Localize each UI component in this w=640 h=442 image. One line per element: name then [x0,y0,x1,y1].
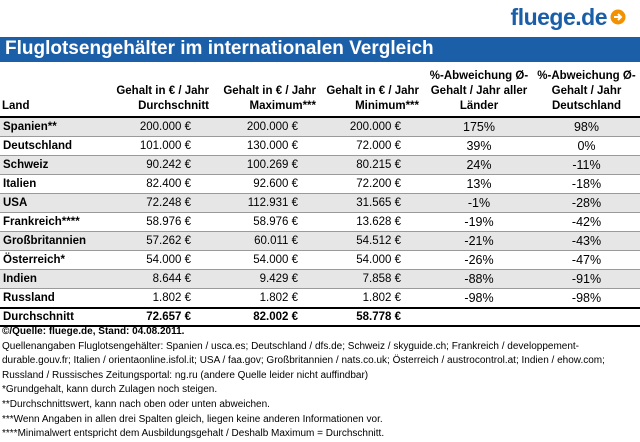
cell: 1.802 € [108,288,215,309]
column-header: Gehalt in € / Jahr Maximum*** [215,64,322,118]
cell: 72.657 € [108,307,215,327]
table-row: Großbritannien 57.262 €60.011 €54.512 € -2… [0,231,640,251]
cell: -11% [533,155,640,175]
title-bar: Fluglotsengehälter im internationalen Ve… [0,37,640,62]
cell: Italien [0,174,108,194]
cell: -91% [533,269,640,289]
cell: 200.000 € [108,117,215,137]
table-row: Frankreich**** 58.976 €58.976 €13.628 € -1… [0,212,640,232]
title: Fluglotsengehälter im internationalen Ve… [5,38,434,59]
table-row: Italien 82.400 €92.600 €72.200 €13% -18% [0,174,640,194]
cell: 58.778 € [322,307,425,327]
cell: -1% [425,193,533,213]
cell: 13% [425,174,533,194]
cell: 1.802 € [215,288,322,309]
cell: 72.000 € [322,136,425,156]
cell: 58.976 € [108,212,215,232]
cell: 90.242 € [108,155,215,175]
cell: 175% [425,117,533,137]
cell: 82.002 € [215,307,322,327]
sources-detail: Quellenangaben Fluglotsengehälter: Spani… [2,340,605,381]
cell: Durchschnitt [0,307,108,327]
cell: 57.262 € [108,231,215,251]
column-header: Gehalt in € / Jahr Durchschnitt [108,64,215,118]
cell: Deutschland [0,136,108,156]
table-row: Schweiz 90.242 €100.269 €80.215 €24% -11% [0,155,640,175]
total-row: Durchschnitt 72.657 €82.002 €58.778 € [0,307,640,327]
logo: fluege.de [511,2,626,32]
cell: 200.000 € [322,117,425,137]
table-row: USA 72.248 €112.931 €31.565 € -1% -28% [0,193,640,213]
cell: 60.011 € [215,231,322,251]
cell: 54.000 € [108,250,215,270]
source: ©/Quelle: fluege.de, Stand: 04.08.2011. [2,326,185,337]
note: **Durchschnittswert, kann nach oben oder… [2,398,270,410]
cell: 58.976 € [215,212,322,232]
note: ***Wenn Angaben in allen drei Spalten gl… [2,413,383,425]
cell [425,307,533,327]
cell: 24% [425,155,533,175]
table-row: Russland 1.802 €1.802 €1.802 € -98% -98% [0,288,640,309]
cell: USA [0,193,108,213]
cell: -26% [425,250,533,270]
cell: 31.565 € [322,193,425,213]
cell: 92.600 € [215,174,322,194]
cell: 8.644 € [108,269,215,289]
cell: -42% [533,212,640,232]
header-row: Land Gehalt in € / Jahr Durchschnitt Gehal… [0,64,640,118]
column-header: Land [0,64,108,118]
cell: -98% [533,288,640,309]
cell: 1.802 € [322,288,425,309]
cell: Spanien** [0,117,108,137]
cell: 101.000 € [108,136,215,156]
cell: Großbritannien [0,231,108,251]
cell: Schweiz [0,155,108,175]
cell: 7.858 € [322,269,425,289]
cell: 54.000 € [215,250,322,270]
salary-table: Land Gehalt in € / Jahr Durchschnitt Gehal… [0,64,640,327]
cell: 80.215 € [322,155,425,175]
cell: Indien [0,269,108,289]
logo-icon [610,9,626,25]
cell: 72.248 € [108,193,215,213]
cell: -28% [533,193,640,213]
cell: 9.429 € [215,269,322,289]
column-header: Gehalt in € / Jahr Minimum*** [322,64,425,118]
note: *Grundgehalt, kann durch Zulagen noch st… [2,384,218,396]
cell: Österreich* [0,250,108,270]
logo-text: fluege.de [510,3,608,30]
column-header: %-Abweichung Ø-Gehalt / Jahr aller Lände… [425,64,533,118]
cell: 130.000 € [215,136,322,156]
cell: 39% [425,136,533,156]
cell: Frankreich**** [0,212,108,232]
cell: 13.628 € [322,212,425,232]
column-header: %-Abweichung Ø-Gehalt / Jahr Deutschland [533,64,640,118]
cell: -88% [425,269,533,289]
footer: ©/Quelle: fluege.de, Stand: 04.08.2011. … [2,325,638,442]
cell: 54.512 € [322,231,425,251]
cell: 200.000 € [215,117,322,137]
cell: 98% [533,117,640,137]
cell: -18% [533,174,640,194]
cell: -21% [425,231,533,251]
table-row: Indien 8.644 €9.429 €7.858 € -88% -91% [0,269,640,289]
cell: -98% [425,288,533,309]
cell: -19% [425,212,533,232]
cell: 54.000 € [322,250,425,270]
table-row: Deutschland 101.000 €130.000 €72.000 €39%… [0,136,640,156]
cell: 112.931 € [215,193,322,213]
cell: 82.400 € [108,174,215,194]
cell: 0% [533,136,640,156]
cell: Russland [0,288,108,309]
cell: 100.269 € [215,155,322,175]
table-row: Spanien** 200.000 €200.000 €200.000 €175%… [0,117,640,137]
cell [533,307,640,327]
table-row: Österreich* 54.000 €54.000 €54.000 € -26% -… [0,250,640,270]
cell: -43% [533,231,640,251]
cell: 72.200 € [322,174,425,194]
cell: -47% [533,250,640,270]
note: ****Minimalwert entspricht dem Ausbildun… [2,428,385,440]
